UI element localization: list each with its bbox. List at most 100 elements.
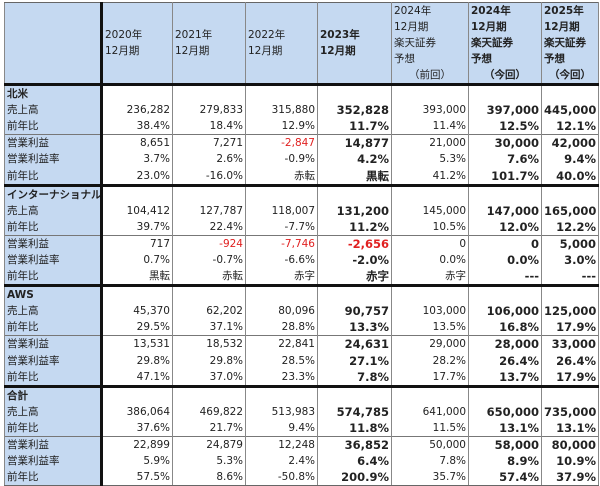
value-cell: 38.4% xyxy=(101,118,173,135)
value-cell: 0.0% xyxy=(391,251,469,269)
value-cell: -2,847 xyxy=(245,134,318,152)
row-label: 営業利益 xyxy=(4,234,103,252)
column-header: 2025年 12月期 楽天証券 予想 （今回） xyxy=(541,2,599,86)
value-cell: 7.8% xyxy=(317,368,392,387)
column-header-line: 予想 xyxy=(471,53,492,65)
empty-cell xyxy=(172,183,246,203)
table-row: 売上高 236,282 279,833 315,880 352,828 393,000 39… xyxy=(4,102,599,119)
value-cell: --- xyxy=(541,268,599,286)
column-header-line: 予想 xyxy=(394,53,415,65)
section-name: AWS xyxy=(4,284,103,304)
value-cell: 8.6% xyxy=(172,469,246,486)
value-cell: 赤字 xyxy=(245,268,318,286)
row-label: 前年比 xyxy=(4,319,103,336)
value-cell: 29.8% xyxy=(172,352,246,369)
value-cell: 13.5% xyxy=(391,319,469,336)
value-cell: 5.9% xyxy=(101,453,173,470)
value-cell: -50.8% xyxy=(245,469,318,486)
value-cell: 236,282 xyxy=(101,102,173,119)
value-cell: 18.4% xyxy=(172,118,246,135)
value-cell: -7,746 xyxy=(245,234,318,252)
value-cell: 42,000 xyxy=(541,134,599,152)
value-cell: 17.7% xyxy=(391,368,469,387)
value-cell: 13.7% xyxy=(468,368,542,387)
table-row: 前年比 47.1% 37.0% 23.3% 7.8% 17.7% 13.7% 17.9% xyxy=(4,368,599,387)
value-cell: 735,000 xyxy=(541,403,599,420)
row-label: 営業利益率 xyxy=(4,453,103,470)
value-cell: 650,000 xyxy=(468,403,542,420)
value-cell: 17.9% xyxy=(541,319,599,336)
table-row: 売上高 45,370 62,202 80,096 90,757 103,000 106,00… xyxy=(4,303,599,320)
table-row: 営業利益 22,899 24,879 12,248 36,852 50,000 58,000… xyxy=(4,435,599,454)
value-cell: -924 xyxy=(172,234,246,252)
value-cell: -6.6% xyxy=(245,251,318,269)
empty-cell xyxy=(101,284,173,304)
row-label: 売上高 xyxy=(4,202,103,219)
table-row: 営業利益率 0.7% -0.7% -6.6% -2.0% 0.0% 0.0% 3.0% xyxy=(4,251,599,269)
column-header-line: （前回） xyxy=(409,69,451,81)
value-cell: 13.1% xyxy=(541,419,599,437)
value-cell: 11.7% xyxy=(317,118,392,135)
empty-cell xyxy=(317,284,392,304)
row-label: 営業利益率 xyxy=(4,151,103,168)
table-row: 前年比 23.0% -16.0% 赤転 黒転 41.2% 101.7% 40.0% xyxy=(4,167,599,186)
empty-cell xyxy=(468,83,542,103)
value-cell: 22,899 xyxy=(101,435,173,454)
value-cell: 28.8% xyxy=(245,319,318,336)
empty-cell xyxy=(391,183,469,203)
value-cell: 11.4% xyxy=(391,118,469,135)
value-cell: 21,000 xyxy=(391,134,469,152)
value-cell: 5.3% xyxy=(391,151,469,168)
section-header-row: AWS xyxy=(4,284,599,304)
value-cell: 17.9% xyxy=(541,368,599,387)
column-header-line: 楽天証券 xyxy=(394,37,436,49)
value-cell: 35.7% xyxy=(391,469,469,486)
value-cell: 赤字 xyxy=(317,268,392,286)
table-row: 前年比 29.5% 37.1% 28.8% 13.3% 13.5% 16.8% 17.9% xyxy=(4,319,599,336)
value-cell: 8,651 xyxy=(101,134,173,152)
table-row: 営業利益 8,651 7,271 -2,847 14,877 21,000 30,000 42… xyxy=(4,134,599,152)
row-label: 営業利益率 xyxy=(4,251,103,269)
column-header-line: 2024年 xyxy=(471,5,511,17)
value-cell: 黒転 xyxy=(101,268,173,286)
value-cell: 127,787 xyxy=(172,202,246,219)
value-cell: 165,000 xyxy=(541,202,599,219)
value-cell: 125,000 xyxy=(541,303,599,320)
value-cell: --- xyxy=(468,268,542,286)
value-cell: 80,000 xyxy=(541,435,599,454)
value-cell: 147,000 xyxy=(468,202,542,219)
value-cell: 6.4% xyxy=(317,453,392,470)
value-cell: 7,271 xyxy=(172,134,246,152)
column-header: 2022年 12月期 xyxy=(245,2,318,86)
value-cell: -0.9% xyxy=(245,151,318,168)
value-cell: 9.4% xyxy=(245,419,318,437)
value-cell: 14,877 xyxy=(317,134,392,152)
value-cell: 57.4% xyxy=(468,469,542,486)
value-cell: 104,412 xyxy=(101,202,173,219)
row-label: 前年比 xyxy=(4,118,103,135)
column-header-line: 楽天証券 xyxy=(471,37,513,49)
column-header-line: 12月期 xyxy=(105,45,140,57)
empty-cell xyxy=(245,384,318,404)
value-cell: 397,000 xyxy=(468,102,542,119)
value-cell: 315,880 xyxy=(245,102,318,119)
empty-cell xyxy=(172,83,246,103)
value-cell: 12.9% xyxy=(245,118,318,135)
value-cell: 37.1% xyxy=(172,319,246,336)
row-label: 前年比 xyxy=(4,469,103,486)
section-name: 北米 xyxy=(4,83,103,103)
corner-cell xyxy=(4,2,103,86)
table-row: 前年比 39.7% 22.4% -7.7% 11.2% 10.5% 12.0% 12.2% xyxy=(4,218,599,236)
value-cell: 62,202 xyxy=(172,303,246,320)
empty-cell xyxy=(101,83,173,103)
value-cell: 4.2% xyxy=(317,151,392,168)
value-cell: 黒転 xyxy=(317,167,392,186)
value-cell: 7.8% xyxy=(391,453,469,470)
row-label: 営業利益 xyxy=(4,435,103,454)
section-header-row: 北米 xyxy=(4,83,599,103)
value-cell: 0.7% xyxy=(101,251,173,269)
value-cell: 13,531 xyxy=(101,335,173,353)
empty-cell xyxy=(391,384,469,404)
value-cell: 22.4% xyxy=(172,218,246,236)
value-cell: 80,096 xyxy=(245,303,318,320)
